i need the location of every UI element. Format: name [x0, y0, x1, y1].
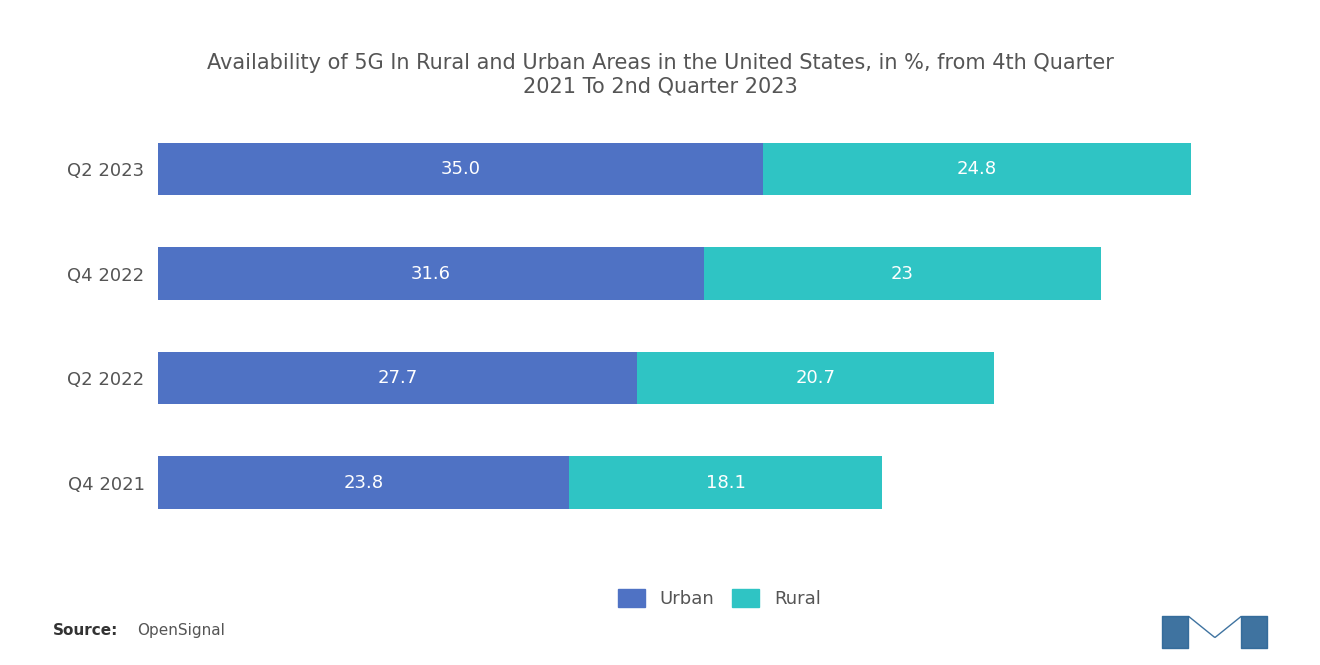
Text: 35.0: 35.0 [441, 160, 480, 178]
Text: 20.7: 20.7 [795, 369, 836, 387]
Text: Source:: Source: [53, 623, 119, 638]
Bar [158, 247, 704, 300]
Text: 24.8: 24.8 [957, 160, 997, 178]
Bar [569, 456, 882, 509]
Bar [704, 247, 1101, 300]
Text: 23: 23 [891, 265, 913, 283]
Bar [763, 143, 1191, 196]
Bar [158, 143, 763, 196]
Bar [158, 352, 636, 404]
Text: 18.1: 18.1 [705, 473, 746, 491]
Text: 27.7: 27.7 [378, 369, 417, 387]
Bar [636, 352, 994, 404]
Legend: Urban, Rural: Urban, Rural [611, 581, 828, 615]
Text: 23.8: 23.8 [343, 473, 384, 491]
Text: OpenSignal: OpenSignal [137, 623, 226, 638]
Bar [158, 456, 569, 509]
Text: 31.6: 31.6 [411, 265, 451, 283]
Text: Availability of 5G In Rural and Urban Areas in the United States, in %, from 4th: Availability of 5G In Rural and Urban Ar… [206, 53, 1114, 96]
